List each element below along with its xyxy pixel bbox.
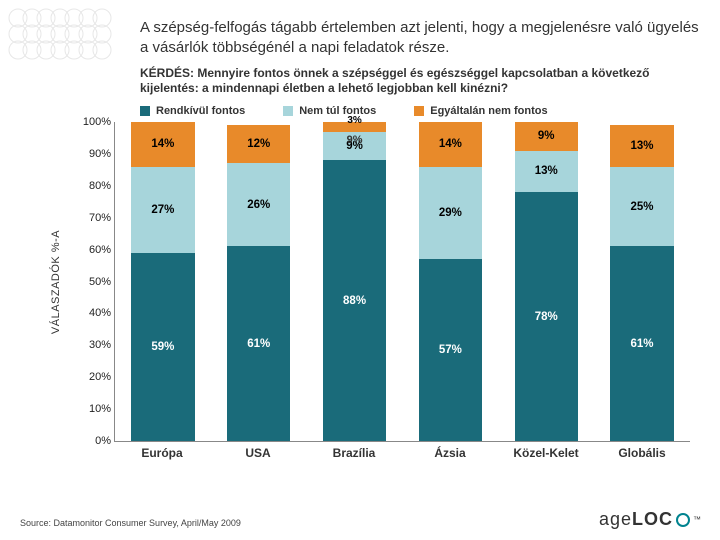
brand-logo: ageLOC ™ [599,509,702,530]
bar-column: 59% 27% 14% [115,122,211,441]
y-tick: 60% [71,244,111,256]
bar-segment: 3% [323,122,386,132]
chart-area: VÁLASZADÓK %-A 59%27%14%61%26%12%88%9%9%… [40,122,690,472]
chart-legend: Rendkívül fontos Nem túl fontos Egyáltalán… [140,105,700,117]
bar-segment: 29% [419,167,482,260]
segment-value: 57% [439,344,462,356]
segment-value: 9% [538,130,555,142]
legend-swatch [414,106,424,116]
legend-label: Rendkívül fontos [156,105,245,117]
bar-column: 61% 25% 13% [594,122,690,441]
category-label: Ázsia [402,446,498,460]
category-label: USA [210,446,306,460]
segment-value: 12% [247,138,270,150]
slide-question: KÉRDÉS: Mennyire fontos önnek a szépségg… [140,66,700,96]
legend-item: Rendkívül fontos [140,105,245,117]
y-tick: 80% [71,180,111,192]
bar-column: 88% 9%9%3% [307,122,403,441]
bar-segment: 12% [227,125,290,163]
y-tick: 30% [71,339,111,351]
category-label: Brazília [306,446,402,460]
bar-column: 78% 13% 9% [498,122,594,441]
legend-item: Egyáltalán nem fontos [414,105,547,117]
plot-area: 59%27%14%61%26%12%88%9%9%3%57%29%14%78%1… [114,122,690,442]
bar-segment: 61% [610,246,673,441]
legend-label: Egyáltalán nem fontos [430,105,547,117]
stacked-bar: 59% 27% 14% [131,122,194,441]
segment-value: 27% [151,204,174,216]
segment-value: 88% [343,295,366,307]
category-label: Globális [594,446,690,460]
segment-value: 59% [151,341,174,353]
segment-extra-label: 9% [323,134,386,146]
segment-value: 14% [439,138,462,150]
stacked-bar: 78% 13% 9% [515,122,578,441]
bar-segment: 26% [227,163,290,246]
bar-segment: 59% [131,253,194,441]
slide-title: A szépség-felfogás tágabb értelemben azt… [140,18,700,57]
legend-swatch [140,106,150,116]
bar-column: 57% 29% 14% [402,122,498,441]
y-tick: 20% [71,371,111,383]
bar-segment: 78% [515,192,578,441]
legend-item: Nem túl fontos [283,105,376,117]
segment-value: 29% [439,207,462,219]
legend-label: Nem túl fontos [299,105,376,117]
bar-segment: 9% [515,122,578,151]
y-tick: 10% [71,403,111,415]
logo-circle-icon [676,513,690,527]
source-text: Source: Datamonitor Consumer Survey, Apr… [20,518,241,528]
bar-segment: 13% [610,125,673,166]
watermark-pattern [8,8,118,60]
bar-segment: 14% [419,122,482,167]
segment-value: 13% [631,140,654,152]
bar-column: 61% 26% 12% [211,122,307,441]
segment-value: 14% [151,138,174,150]
bar-segment: 25% [610,167,673,247]
category-labels: EurópaUSABrazíliaÁzsiaKözel-KeletGlobáli… [114,446,690,460]
y-axis-label: VÁLASZADÓK %-A [50,230,62,334]
bar-segment: 27% [131,167,194,253]
y-tick: 90% [71,148,111,160]
y-tick: 40% [71,307,111,319]
bar-segment: 61% [227,246,290,441]
segment-value: 25% [631,201,654,213]
y-tick: 0% [71,435,111,447]
category-label: Európa [114,446,210,460]
bar-segment: 9%9% [323,132,386,161]
stacked-bar: 61% 25% 13% [610,122,673,441]
y-tick: 100% [71,116,111,128]
bar-segment: 57% [419,259,482,441]
stacked-bar: 61% 26% 12% [227,122,290,441]
stacked-bar: 88% 9%9%3% [323,122,386,441]
segment-value: 3% [347,115,361,126]
stacked-bar: 57% 29% 14% [419,122,482,441]
category-label: Közel-Kelet [498,446,594,460]
bar-segment: 13% [515,151,578,192]
segment-value: 13% [535,165,558,177]
segment-value: 26% [247,199,270,211]
segment-value: 61% [247,338,270,350]
segment-value: 78% [535,311,558,323]
bar-segment: 88% [323,160,386,441]
y-tick: 50% [71,276,111,288]
y-tick: 70% [71,212,111,224]
bar-segment: 14% [131,122,194,167]
legend-swatch [283,106,293,116]
bar-container: 59%27%14%61%26%12%88%9%9%3%57%29%14%78%1… [115,122,690,441]
segment-value: 61% [631,338,654,350]
